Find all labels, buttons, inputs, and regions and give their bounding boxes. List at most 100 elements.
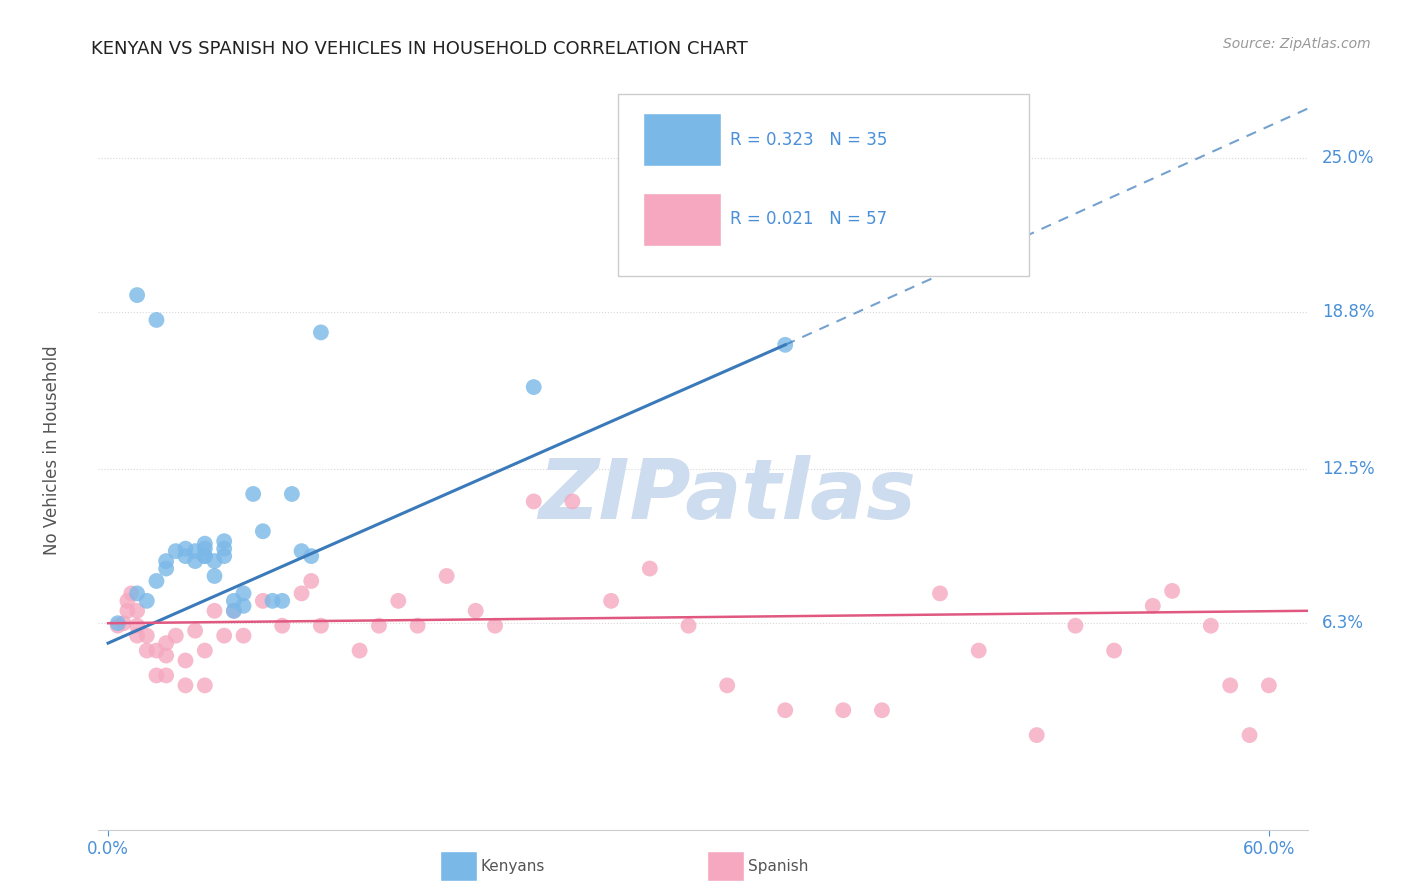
- Point: [194, 643, 217, 657]
- Point: [127, 288, 149, 302]
- Point: [299, 549, 322, 563]
- Point: [107, 616, 129, 631]
- Point: [127, 586, 149, 600]
- Point: [523, 380, 546, 394]
- Point: [773, 238, 796, 252]
- FancyBboxPatch shape: [643, 193, 721, 246]
- Point: [184, 544, 207, 558]
- Point: [127, 629, 149, 643]
- Point: [232, 586, 254, 600]
- Text: No Vehicles in Household: No Vehicles in Household: [44, 345, 62, 556]
- Point: [184, 554, 207, 568]
- Point: [117, 604, 139, 618]
- Text: ZIPatlas: ZIPatlas: [538, 456, 917, 536]
- Text: 18.8%: 18.8%: [1322, 303, 1375, 321]
- Text: 25.0%: 25.0%: [1322, 149, 1375, 168]
- Point: [232, 629, 254, 643]
- Point: [117, 594, 139, 608]
- Point: [212, 629, 235, 643]
- Point: [194, 549, 217, 563]
- Point: [120, 586, 142, 600]
- Point: [281, 487, 304, 501]
- Point: [252, 524, 274, 539]
- Point: [135, 629, 157, 643]
- Point: [464, 604, 486, 618]
- Point: [165, 629, 187, 643]
- Point: [773, 703, 796, 717]
- Point: [155, 668, 177, 682]
- Point: [252, 594, 274, 608]
- Point: [165, 544, 187, 558]
- Point: [194, 678, 217, 692]
- Text: 12.5%: 12.5%: [1322, 460, 1375, 478]
- Point: [174, 541, 197, 556]
- Point: [1239, 728, 1261, 742]
- Point: [145, 668, 167, 682]
- Point: [194, 537, 217, 551]
- FancyBboxPatch shape: [643, 113, 721, 166]
- Text: R = 0.323   N = 35: R = 0.323 N = 35: [730, 130, 887, 149]
- Point: [309, 618, 332, 632]
- Point: [773, 338, 796, 352]
- Point: [212, 534, 235, 549]
- Point: [242, 487, 264, 501]
- Point: [194, 549, 217, 563]
- Point: [127, 618, 149, 632]
- Text: KENYAN VS SPANISH NO VEHICLES IN HOUSEHOLD CORRELATION CHART: KENYAN VS SPANISH NO VEHICLES IN HOUSEHO…: [91, 40, 748, 58]
- Point: [406, 618, 429, 632]
- Point: [262, 594, 284, 608]
- Point: [561, 494, 583, 508]
- Point: [112, 616, 135, 631]
- Point: [1102, 643, 1125, 657]
- Point: [212, 549, 235, 563]
- Point: [145, 574, 167, 588]
- Point: [638, 561, 661, 575]
- Point: [1161, 583, 1184, 598]
- Point: [290, 586, 312, 600]
- Point: [484, 618, 506, 632]
- Point: [174, 653, 197, 667]
- Point: [145, 313, 167, 327]
- Point: [155, 636, 177, 650]
- Point: [145, 643, 167, 657]
- Point: [204, 554, 226, 568]
- Point: [135, 643, 157, 657]
- Point: [832, 703, 855, 717]
- Point: [135, 594, 157, 608]
- Point: [1064, 618, 1087, 632]
- Point: [1199, 618, 1222, 632]
- Point: [232, 599, 254, 613]
- Point: [349, 643, 371, 657]
- Text: 6.3%: 6.3%: [1322, 615, 1364, 632]
- Text: R = 0.021   N = 57: R = 0.021 N = 57: [730, 211, 887, 228]
- Point: [127, 604, 149, 618]
- Text: Spanish: Spanish: [748, 859, 808, 873]
- Point: [299, 574, 322, 588]
- Point: [155, 648, 177, 663]
- Point: [155, 561, 177, 575]
- Point: [155, 554, 177, 568]
- Point: [716, 678, 738, 692]
- Point: [290, 544, 312, 558]
- Text: Kenyans: Kenyans: [481, 859, 546, 873]
- Point: [271, 618, 294, 632]
- Point: [222, 604, 245, 618]
- Point: [870, 703, 893, 717]
- Point: [309, 326, 332, 340]
- Text: Source: ZipAtlas.com: Source: ZipAtlas.com: [1223, 37, 1371, 52]
- Point: [204, 569, 226, 583]
- Point: [222, 604, 245, 618]
- Point: [194, 541, 217, 556]
- Point: [107, 618, 129, 632]
- Point: [184, 624, 207, 638]
- Point: [174, 549, 197, 563]
- Point: [967, 643, 990, 657]
- Point: [204, 604, 226, 618]
- Point: [436, 569, 458, 583]
- Point: [387, 594, 409, 608]
- Point: [1257, 678, 1279, 692]
- Point: [929, 586, 952, 600]
- Point: [222, 594, 245, 608]
- Point: [368, 618, 391, 632]
- Point: [1025, 728, 1047, 742]
